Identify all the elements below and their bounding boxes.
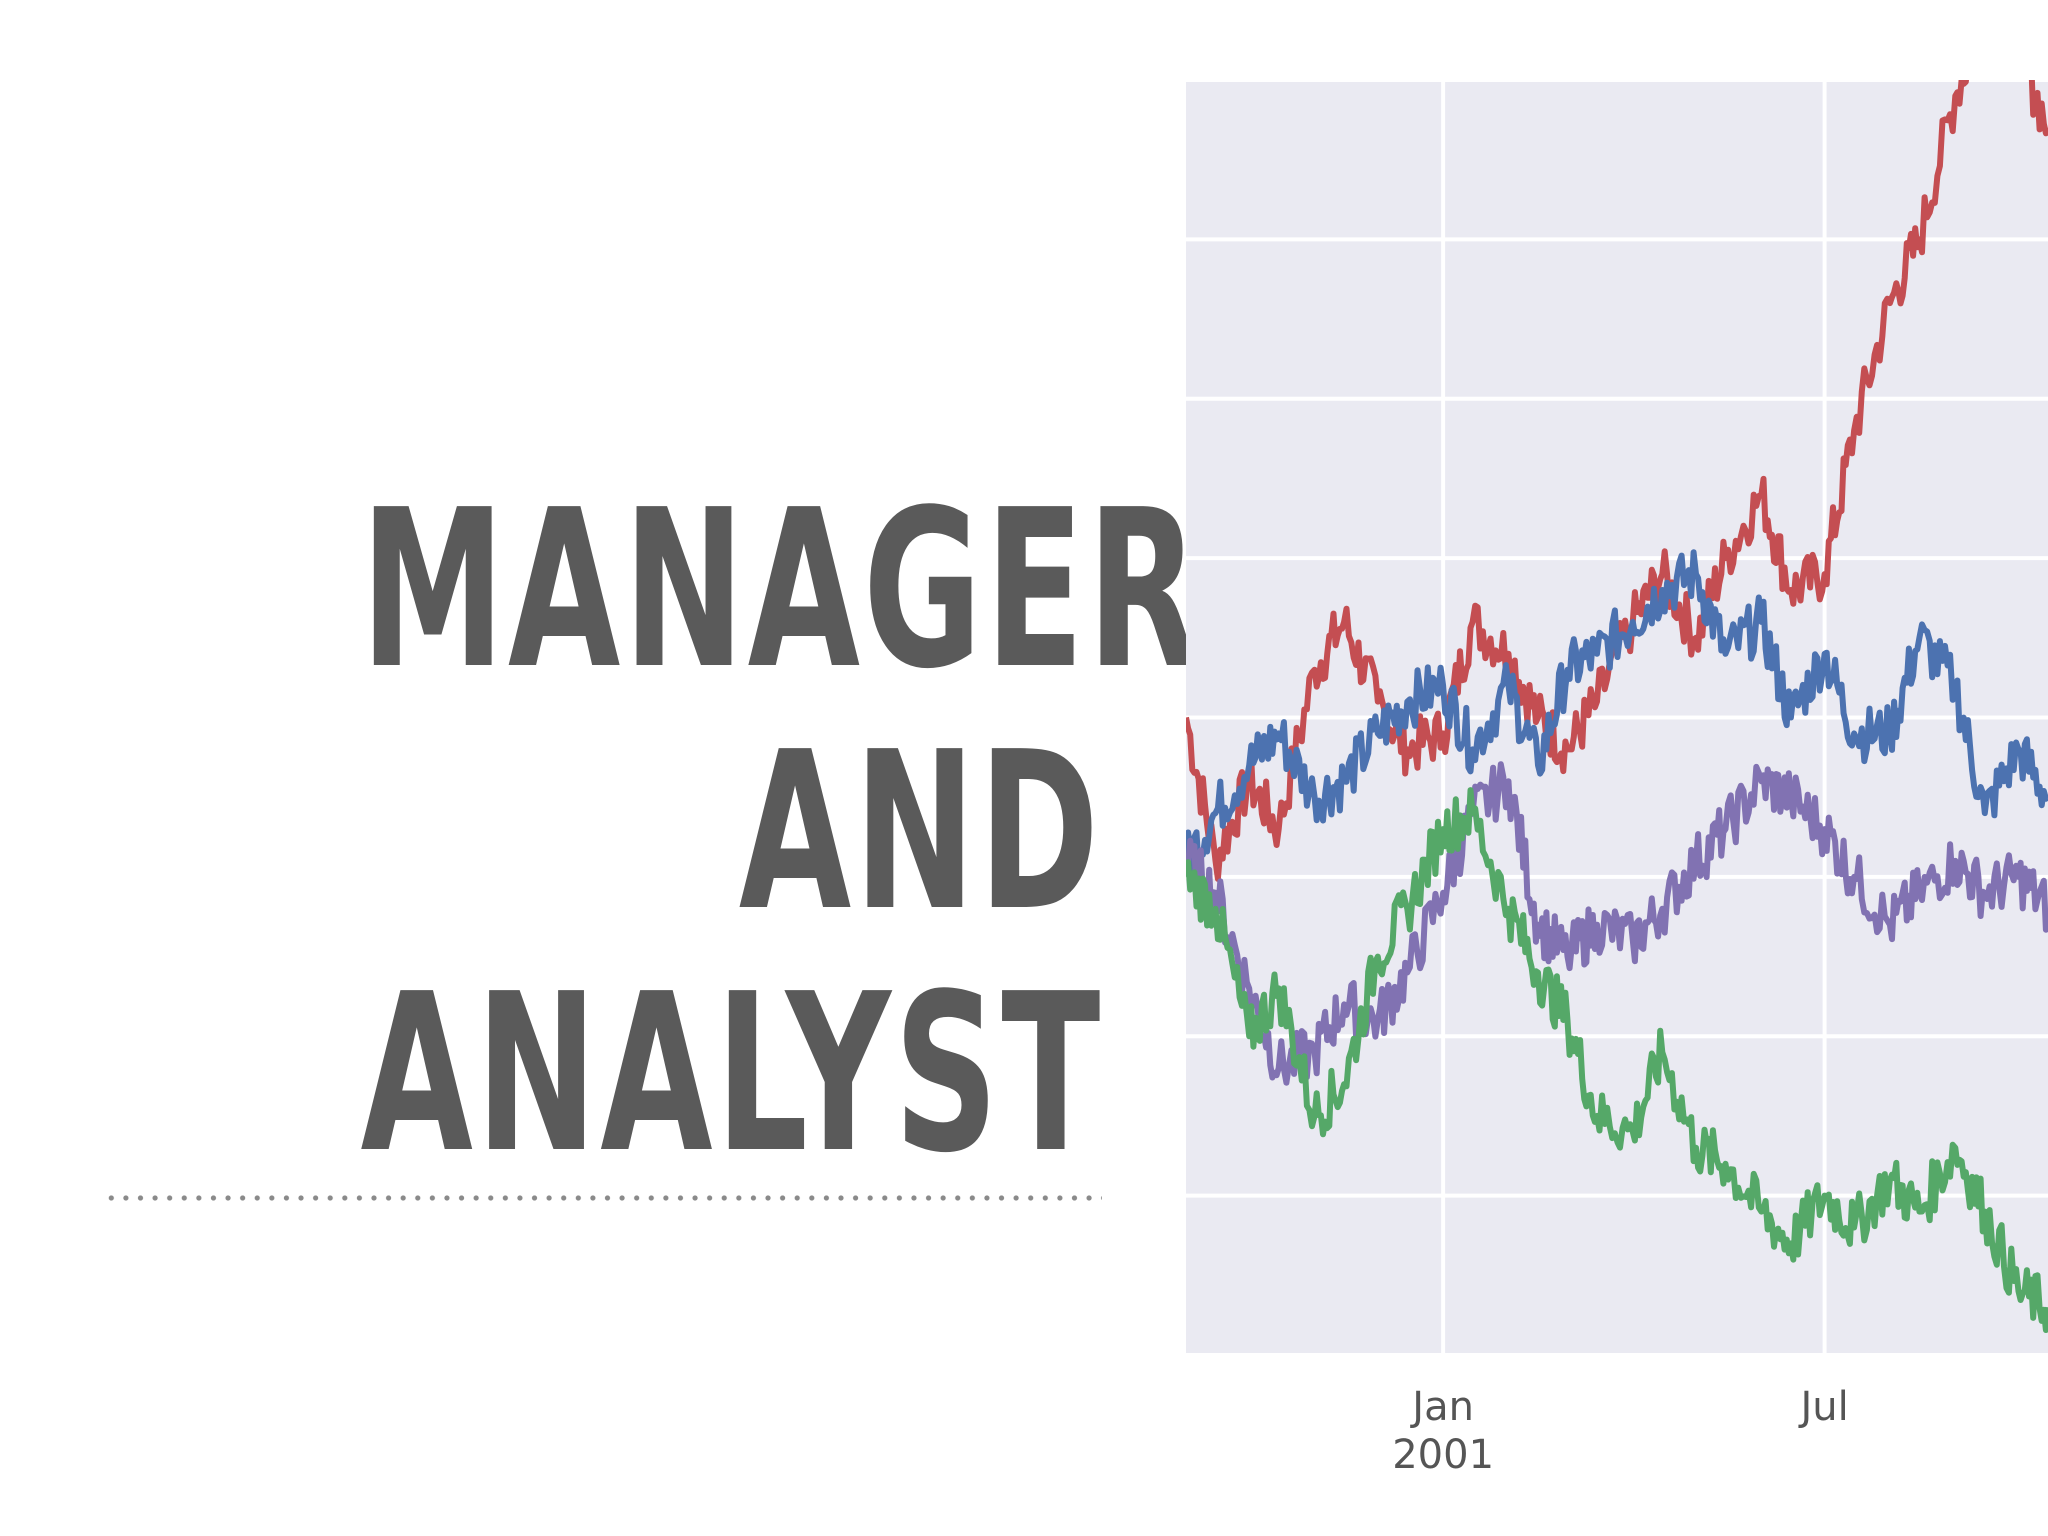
dotted-divider — [104, 1194, 1102, 1202]
line-chart-svg: Jan 2001 Jul — [1186, 80, 2048, 1478]
series-line-3 — [1186, 761, 2048, 1086]
line-chart: Jan 2001 Jul — [1186, 80, 2048, 1496]
x-tick-label-2: Jul — [1797, 1384, 1848, 1430]
series-line-2 — [1186, 549, 2048, 874]
title-line-2: AND — [738, 706, 1102, 959]
title-line-3: ANALYST — [360, 948, 1104, 1201]
title-line-1: MANAGER — [360, 464, 1202, 717]
x-tick-label-1: Jan 2001 — [1392, 1384, 1494, 1478]
series-line-4 — [1186, 787, 2048, 1333]
slide-title: MANAGER AND ANALYST — [100, 464, 1202, 1201]
